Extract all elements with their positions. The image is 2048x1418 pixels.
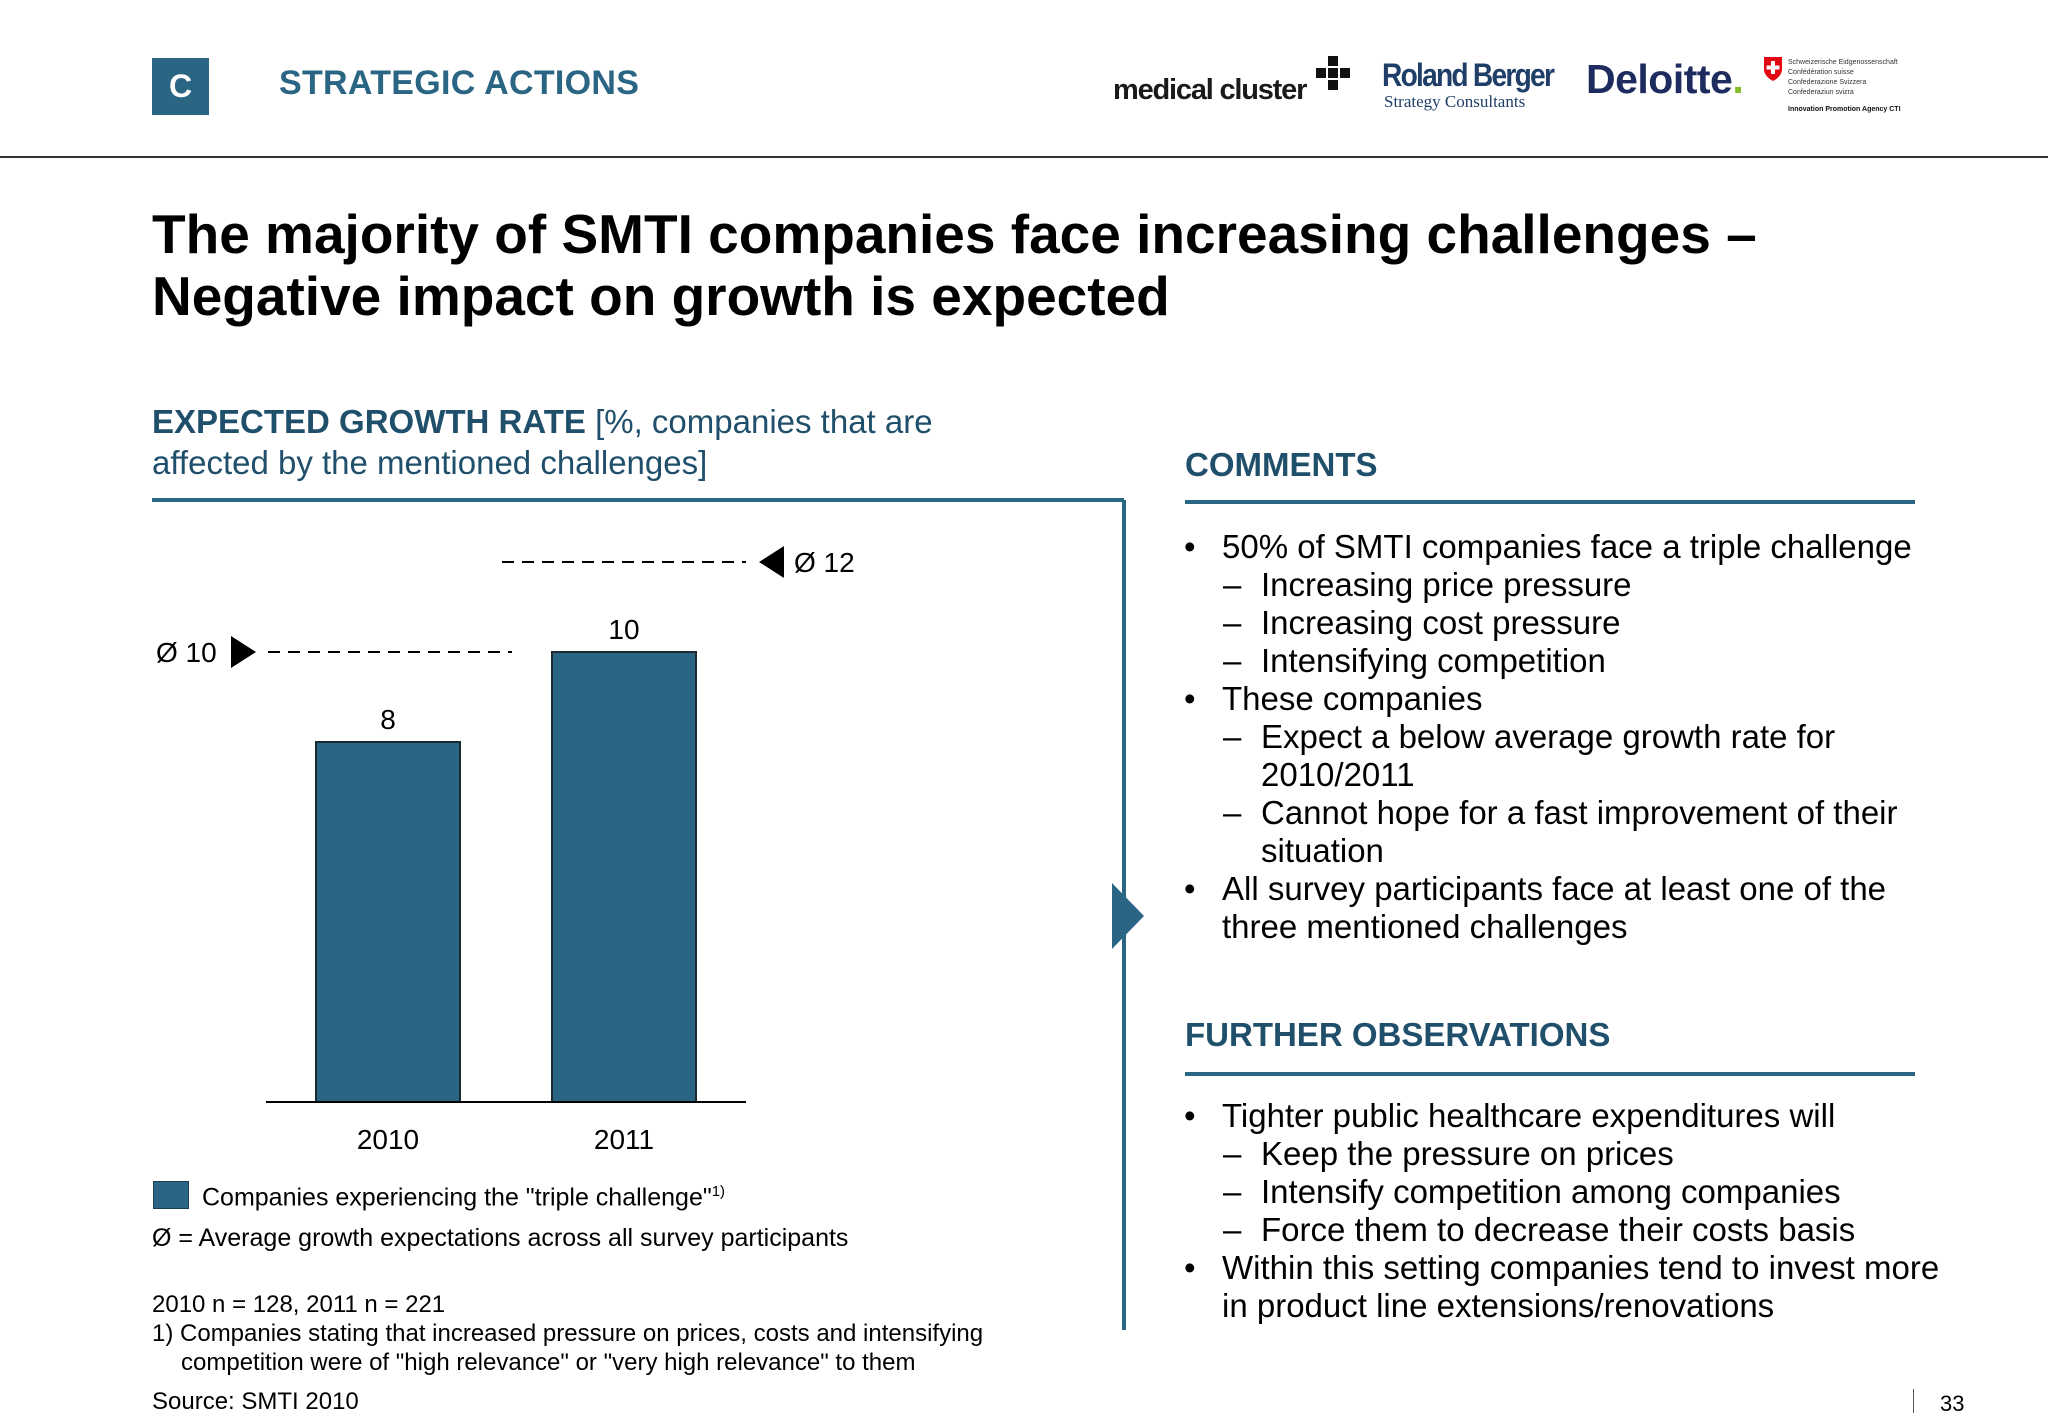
list-item-text: Within this setting companies tend to in… [1222, 1249, 1940, 1324]
legend-series-text: Companies experiencing the "triple chall… [202, 1183, 712, 1212]
divider-arrow-icon [1112, 883, 1144, 949]
deloitte-logo: Deloitte. [1586, 56, 1744, 103]
list-subitem-text: Expect a below average growth rate for 2… [1261, 718, 1836, 793]
average-marker-2010-icon [231, 636, 256, 668]
legend-footnote-mark: 1) [711, 1183, 726, 1200]
header-divider [0, 156, 2048, 158]
footnote-line-1: 1) Companies stating that increased pres… [152, 1320, 984, 1347]
section-title: STRATEGIC ACTIONS [279, 64, 640, 102]
legend-series-label: Companies experiencing the "triple chall… [202, 1183, 725, 1212]
list-subitem-text: Cannot hope for a fast improvement of th… [1261, 794, 1898, 869]
comments-heading: COMMENTS [1185, 446, 1378, 483]
list-subitem-text: Force them to decrease their costs basis [1261, 1211, 1856, 1248]
cti-logo: Schweizerische Eidgenossenschaft Confédé… [1760, 56, 1930, 120]
list-subitem: – Cannot hope for a fast improvement of t… [1223, 794, 1898, 869]
list-item-text: Tighter public healthcare expenditures w… [1222, 1097, 1836, 1134]
list-subitem-text: Increasing price pressure [1261, 566, 1632, 603]
chart-bar [315, 741, 461, 1103]
page-title-line-2: Negative impact on growth is expected [152, 265, 1170, 327]
deloitte-dot-icon: . [1732, 56, 1744, 102]
list-item: • These companies [1184, 680, 1483, 717]
list-item: • 50% of SMTI companies face a triple cha… [1184, 528, 1912, 565]
list-item: • Within this setting companies tend to i… [1184, 1249, 1940, 1324]
page-title: The majority of SMTI companies face incr… [152, 203, 1912, 327]
list-subitem: – Increasing price pressure [1223, 566, 1632, 603]
page-number-separator [1913, 1389, 1914, 1413]
list-subitem-text: Intensifying competition [1261, 642, 1606, 679]
legend-average-label: Ø = Average growth expectations across a… [152, 1224, 849, 1252]
roland-berger-wordmark: Roland Berger [1382, 57, 1555, 93]
cti-line: Confederaziun svizra [1788, 89, 1854, 96]
roland-berger-logo: Roland Berger Strategy Consultants [1382, 58, 1557, 112]
list-item: • Tighter public healthcare expenditures … [1184, 1097, 1836, 1134]
list-subitem: – Force them to decrease their costs basi… [1223, 1211, 1856, 1248]
page-title-line-1: The majority of SMTI companies face incr… [152, 203, 1757, 265]
list-item: • All survey participants face at least o… [1184, 870, 1887, 945]
list-subitem: – Intensify competition among companies [1223, 1173, 1841, 1210]
x-axis-tick-label: 2010 [357, 1124, 419, 1155]
page-number: 33 [1940, 1391, 1965, 1416]
growth-bar-chart: 8 2010 10 2011 Ø 10 Ø 12 [156, 546, 855, 1155]
cti-agency-label: Innovation Promotion Agency CTI [1788, 106, 1901, 113]
bar-value-label: 8 [380, 704, 396, 735]
list-subitem: – Expect a below average growth rate for … [1223, 718, 1836, 793]
chart-title: EXPECTED GROWTH RATE [%, companies that … [152, 401, 992, 483]
panel-top-rule [152, 498, 1124, 502]
roland-berger-subtitle: Strategy Consultants [1384, 92, 1526, 111]
chart-title-unit: [%, companies that are [585, 403, 933, 440]
medical-cluster-mark-icon [1316, 56, 1350, 90]
cti-line: Confédération suisse [1788, 69, 1854, 76]
list-subitem: – Increasing cost pressure [1223, 604, 1621, 641]
list-item-text: These companies [1222, 680, 1483, 717]
observations-heading: FURTHER OBSERVATIONS [1185, 1016, 1611, 1053]
average-label-2010: Ø 10 [156, 637, 217, 668]
section-badge: C [152, 58, 209, 115]
cti-line: Schweizerische Eidgenossenschaft [1788, 59, 1898, 66]
swiss-shield-icon [1764, 57, 1782, 81]
list-subitem-text: Intensify competition among companies [1261, 1173, 1841, 1210]
comments-list: • 50% of SMTI companies face a triple cha… [1184, 528, 1944, 946]
cti-names: Schweizerische Eidgenossenschaft Confédé… [1788, 58, 1898, 98]
list-subitem-text: Keep the pressure on prices [1261, 1135, 1674, 1172]
list-subitem-text: Increasing cost pressure [1261, 604, 1621, 641]
list-subitem: – Intensifying competition [1223, 642, 1606, 679]
comments-rule [1185, 500, 1915, 504]
list-subitem: – Keep the pressure on prices [1223, 1135, 1674, 1172]
legend-swatch [153, 1181, 189, 1209]
source-note: Source: SMTI 2010 [152, 1388, 359, 1415]
average-label-2011: Ø 12 [794, 547, 855, 578]
sample-size-note: 2010 n = 128, 2011 n = 221 [152, 1291, 446, 1318]
chart-title-unit-line-2: affected by the mentioned challenges] [152, 444, 708, 481]
x-axis-tick-label: 2011 [594, 1124, 654, 1155]
observations-rule [1185, 1072, 1915, 1076]
cti-line: Confederazione Svizzera [1788, 79, 1867, 86]
list-item-text: All survey participants face at least on… [1222, 870, 1887, 945]
average-marker-2011-icon [759, 546, 784, 578]
bar-value-label: 10 [608, 614, 639, 645]
medical-cluster-wordmark: medical cluster [1113, 74, 1307, 106]
chart-bar [551, 651, 697, 1103]
deloitte-wordmark: Deloitte [1586, 56, 1733, 102]
chart-title-bold: EXPECTED GROWTH RATE [152, 403, 586, 440]
footnote-line-2: competition were of "high relevance" or … [181, 1349, 916, 1376]
list-item-text: 50% of SMTI companies face a triple chal… [1222, 528, 1912, 565]
observations-list: • Tighter public healthcare expenditures … [1184, 1097, 1944, 1325]
